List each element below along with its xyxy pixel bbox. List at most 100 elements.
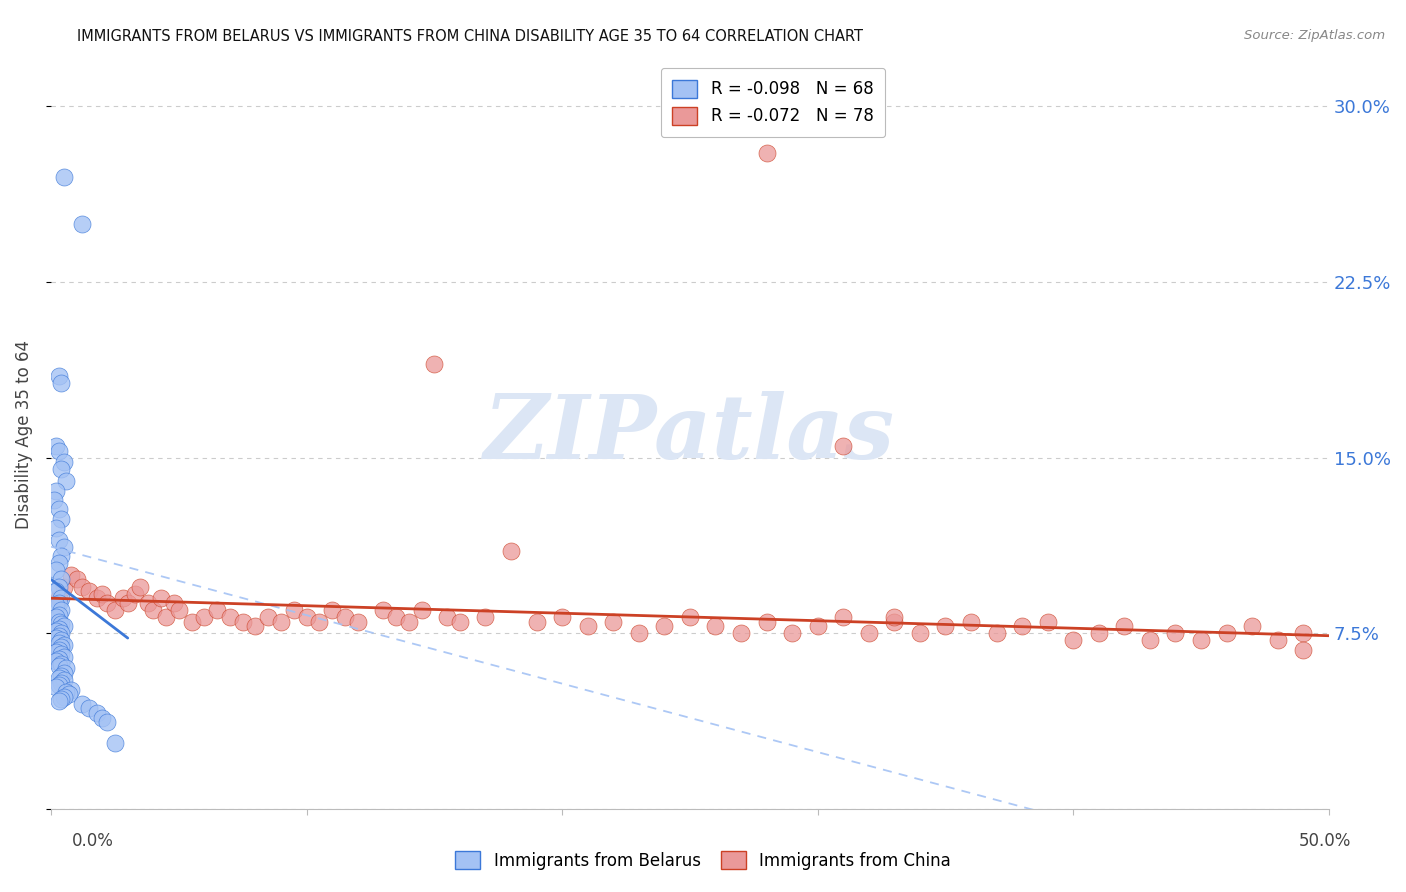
Point <box>1164 626 1187 640</box>
Point <box>1087 626 1109 640</box>
Point <box>755 146 778 161</box>
Point <box>1215 626 1237 640</box>
Text: IMMIGRANTS FROM BELARUS VS IMMIGRANTS FROM CHINA DISABILITY AGE 35 TO 64 CORRELA: IMMIGRANTS FROM BELARUS VS IMMIGRANTS FR… <box>77 29 863 44</box>
Point <box>142 603 165 617</box>
Point <box>55 661 77 675</box>
Point <box>70 580 93 594</box>
Point <box>70 217 93 231</box>
Point <box>499 544 522 558</box>
Point <box>883 615 905 629</box>
Point <box>51 626 73 640</box>
Point <box>51 633 73 648</box>
Point <box>1011 619 1033 633</box>
Point <box>602 615 624 629</box>
Point <box>576 619 599 633</box>
Point <box>45 624 67 638</box>
Point <box>1036 615 1059 629</box>
Point <box>51 648 73 662</box>
Point <box>58 687 80 701</box>
Point <box>48 694 70 708</box>
Point <box>55 685 77 699</box>
Point <box>832 610 855 624</box>
Point <box>117 596 139 610</box>
Point <box>526 615 548 629</box>
Point <box>730 626 752 640</box>
Point <box>167 603 190 617</box>
Point <box>551 610 574 624</box>
Point <box>1292 626 1315 640</box>
Point <box>398 615 420 629</box>
Y-axis label: Disability Age 35 to 64: Disability Age 35 to 64 <box>15 340 32 529</box>
Point <box>449 615 471 629</box>
Point <box>51 603 73 617</box>
Point <box>373 603 395 617</box>
Point <box>45 483 67 498</box>
Point <box>48 596 70 610</box>
Point <box>51 573 73 587</box>
Point <box>283 603 305 617</box>
Point <box>79 701 101 715</box>
Point <box>908 626 931 640</box>
Point <box>48 636 70 650</box>
Point <box>986 626 1008 640</box>
Point <box>52 169 75 184</box>
Point <box>136 596 159 610</box>
Point <box>52 455 75 469</box>
Point <box>1241 619 1264 633</box>
Point <box>219 610 242 624</box>
Point <box>232 615 254 629</box>
Point <box>51 675 73 690</box>
Point <box>163 596 186 610</box>
Point <box>48 652 70 666</box>
Text: Source: ZipAtlas.com: Source: ZipAtlas.com <box>1244 29 1385 42</box>
Point <box>52 638 75 652</box>
Point <box>270 615 292 629</box>
Point <box>1114 619 1136 633</box>
Point <box>52 540 75 554</box>
Point <box>832 439 855 453</box>
Point <box>321 603 343 617</box>
Point <box>45 655 67 669</box>
Point <box>124 586 146 600</box>
Point <box>45 610 67 624</box>
Point <box>48 533 70 547</box>
Point <box>60 682 83 697</box>
Point <box>1139 633 1161 648</box>
Point <box>52 580 75 594</box>
Point <box>51 640 73 655</box>
Point <box>51 657 73 671</box>
Point <box>48 580 70 594</box>
Point <box>52 619 75 633</box>
Point <box>45 645 67 659</box>
Point <box>679 610 702 624</box>
Text: 50.0%: 50.0% <box>1298 831 1351 849</box>
Point <box>96 715 118 730</box>
Point <box>45 631 67 645</box>
Point <box>51 591 73 606</box>
Point <box>65 573 87 587</box>
Point <box>1189 633 1212 648</box>
Point <box>48 607 70 622</box>
Text: 0.0%: 0.0% <box>72 831 114 849</box>
Point <box>149 591 172 606</box>
Point <box>60 567 83 582</box>
Point <box>129 580 152 594</box>
Point <box>104 736 127 750</box>
Point <box>423 357 446 371</box>
Point <box>48 368 70 383</box>
Point <box>654 619 676 633</box>
Point <box>180 615 202 629</box>
Point <box>45 599 67 613</box>
Point <box>385 610 408 624</box>
Point <box>79 584 101 599</box>
Point <box>86 706 108 720</box>
Point <box>51 692 73 706</box>
Point <box>51 549 73 563</box>
Point <box>205 603 228 617</box>
Point <box>48 629 70 643</box>
Text: ZIPatlas: ZIPatlas <box>485 391 896 477</box>
Point <box>91 586 114 600</box>
Point <box>934 619 956 633</box>
Point <box>436 610 458 624</box>
Point <box>48 659 70 673</box>
